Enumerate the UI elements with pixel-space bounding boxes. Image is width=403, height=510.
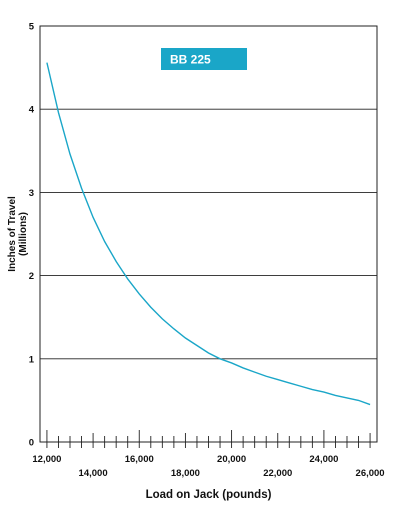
grid-lines: [40, 108, 377, 360]
y-axis-tick-labels: 0 1 2 3 4 5: [29, 22, 35, 449]
x-tick-label: 24,000: [309, 454, 338, 465]
x-tick-label: 26,000: [356, 468, 385, 479]
legend-swatch-bb-225: [161, 48, 247, 70]
y-tick-label: 2: [29, 271, 34, 282]
x-axis-title: Load on Jack (pounds): [146, 489, 272, 501]
y-tick-label: 0: [29, 438, 34, 449]
y-tick-label: 1: [29, 354, 35, 365]
y-tick-label: 4: [29, 105, 35, 116]
x-axis-ticks: [46, 430, 371, 448]
x-tick-label: 18,000: [171, 468, 200, 479]
legend-label-bb-225: BB 225: [170, 53, 211, 67]
y-axis-subtitle: (Millions): [18, 212, 29, 256]
x-tick-label: 20,000: [217, 454, 246, 465]
legend: BB 225: [161, 48, 247, 70]
y-tick-label: 5: [29, 22, 35, 33]
x-tick-label: 14,000: [79, 468, 108, 479]
y-axis-title: Inches of Travel: [7, 196, 18, 272]
x-tick-label: 16,000: [125, 454, 154, 465]
x-axis-tick-labels: 12,000 16,000 20,000 24,000 14,000 18,000 22,0…: [32, 454, 384, 479]
plot-frame: [39, 25, 378, 443]
y-tick-label: 3: [29, 188, 34, 199]
series-line-bb-225: [46, 62, 371, 406]
x-tick-label: 12,000: [32, 454, 61, 465]
x-tick-label: 22,000: [263, 468, 292, 479]
